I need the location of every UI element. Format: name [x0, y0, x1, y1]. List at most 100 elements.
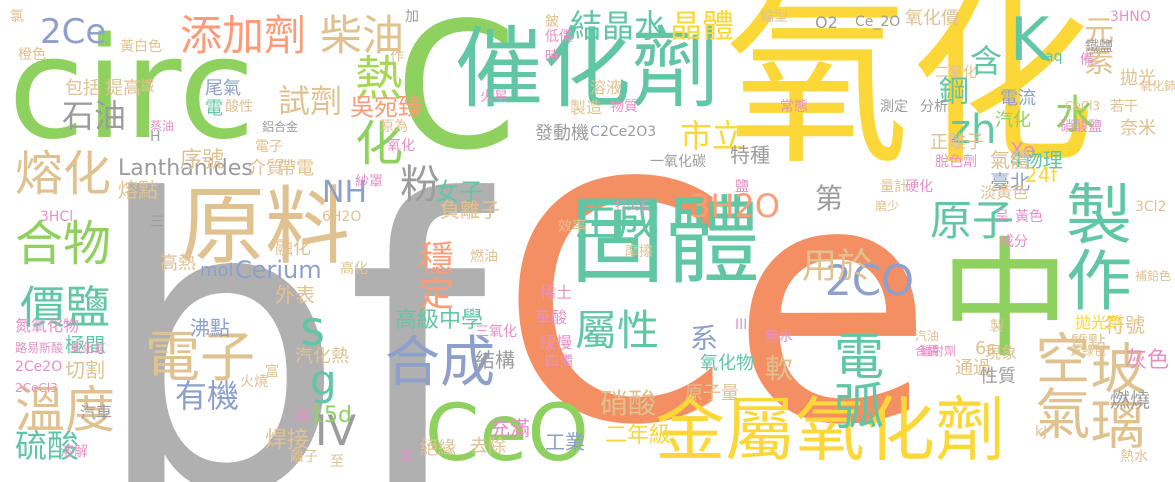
cloud-word: C [395, 0, 518, 189]
cloud-word: 熱水 [1120, 449, 1148, 465]
cloud-word: 溫度 [15, 381, 115, 439]
cloud-word: 4物理 [1010, 148, 1063, 172]
cloud-word: 金屬氧化劑 [655, 389, 1005, 471]
cloud-word: 四價 [545, 354, 573, 370]
cloud-word: Xe [1010, 138, 1036, 162]
cloud-word: 現象 [985, 343, 1018, 362]
cloud-word: 3HNO [1110, 9, 1151, 25]
cloud-word: 原子 [930, 196, 1015, 245]
cloud-word: 備 [1080, 52, 1094, 68]
cloud-word: 合價 [915, 344, 940, 358]
cloud-word: 切割 [65, 358, 105, 382]
cloud-word: 軟 [765, 352, 794, 385]
cloud-word: 2CO [825, 256, 915, 305]
cloud-word: 三氧化 [475, 324, 517, 340]
cloud-word: 結構 [475, 348, 515, 372]
cloud-word: 3Cl2 [1135, 199, 1167, 215]
cloud-word: 蒸油 [150, 119, 175, 133]
cloud-word: CeCl3 [1065, 99, 1101, 113]
cloud-word: 穩定 [413, 240, 453, 310]
cloud-word: 熔化 [15, 146, 112, 202]
cloud-word: 特種 [730, 143, 770, 167]
cloud-word: 一氧化碳 [650, 154, 706, 170]
cloud-word: 兩 [295, 409, 309, 425]
cloud-word: 作 [390, 49, 404, 65]
cloud-word: IV [315, 406, 357, 455]
cloud-word: 3HCl [40, 209, 74, 225]
cloud-word: 有機 [175, 377, 240, 415]
cloud-word: 分析 [920, 99, 948, 115]
cloud-word: mol [200, 260, 234, 281]
cloud-word: 原料 [180, 178, 351, 277]
cloud-word: 補鉛色 [1135, 269, 1172, 283]
cloud-word: circ [8, 8, 256, 171]
cloud-word: 正離子 [930, 132, 984, 153]
cloud-word: g [310, 356, 337, 405]
cloud-word: 量計 [880, 179, 908, 195]
cloud-word: 2Ce2O [15, 359, 63, 375]
cloud-word: 拋光 [1120, 68, 1156, 89]
cloud-word: 無水 [765, 329, 793, 345]
cloud-word: 氧化物 [700, 353, 754, 374]
cloud-word: 鋁合金 [262, 120, 299, 134]
cloud-word: 拋光劑 [1075, 313, 1124, 332]
cloud-word: 製作 [1055, 180, 1132, 312]
cloud-word: 汽化熱 [295, 346, 349, 367]
cloud-word: 24f [1025, 163, 1058, 187]
cloud-word: 充滿 [490, 416, 530, 440]
cloud-word: 氮氧化物 [15, 316, 80, 335]
cloud-word: 第 [815, 182, 844, 215]
cloud-word: 生成 [575, 196, 660, 245]
cloud-word: O2 [815, 13, 838, 32]
cloud-word: 原為 [380, 119, 408, 135]
cloud-word: 2Ce [40, 12, 107, 52]
cloud-word: aq [1045, 49, 1063, 65]
cloud-word: 電 [205, 98, 223, 119]
cloud-word: 製造 [570, 98, 603, 117]
cloud-word: 成分 [1000, 234, 1028, 250]
cloud-word: 臺北 [990, 170, 1030, 194]
cloud-word: 合成 [385, 330, 496, 394]
cloud-word: 結晶水 [570, 7, 667, 45]
cloud-word: NH [322, 175, 367, 210]
cloud-word: 硬化 [905, 179, 933, 195]
cloud-word: 女子 [435, 178, 483, 206]
cloud-word: 黃白色 [120, 39, 162, 55]
cloud-word: 中 [940, 224, 1071, 376]
cloud-word: 熔點 [118, 178, 158, 202]
cloud-word: CeO [425, 389, 589, 479]
cloud-word: 屬性 [575, 306, 660, 355]
cloud-word: 二氧化 [935, 65, 977, 81]
cloud-word: 高熱 [160, 253, 196, 274]
cloud-word: H [150, 129, 161, 145]
cloud-word: s [300, 301, 326, 357]
cloud-word: 鋼 [933, 75, 968, 105]
cloud-word: 輪型 [760, 9, 788, 25]
cloud-word: 奈米 [1120, 118, 1156, 139]
cloud-word: 氧化氫 [70, 341, 107, 355]
cloud-word: III [735, 317, 748, 333]
cloud-word: 粉 [400, 162, 440, 208]
cloud-word: 摩擦 [625, 244, 653, 260]
cloud-word: 固體 [570, 187, 761, 297]
cloud-word: 空氣 [1026, 330, 1090, 440]
cloud-word: 試劑 [278, 82, 343, 120]
cloud-word: 電弧 [826, 330, 884, 430]
cloud-word: 融化 [275, 238, 311, 259]
cloud-word: 鈹 [545, 14, 559, 30]
cloud-word: 合物 [15, 216, 112, 272]
cloud-word: 通過 [955, 358, 991, 379]
cloud-word: 2CeCl3 [15, 381, 58, 395]
cloud-word: 用於 [802, 247, 873, 287]
cloud-word: 市立 [680, 117, 745, 155]
cloud-word: 製 [990, 319, 1004, 335]
cloud-word: 水 [1055, 92, 1095, 138]
cloud-word: 淡黃色 [980, 183, 1029, 202]
cloud-word: 柴油 [320, 11, 405, 60]
cloud-word: 溶解 [60, 444, 88, 460]
cloud-word: 含 [970, 42, 1003, 80]
cloud-word: 燃油 [470, 249, 498, 265]
cloud-word: 常態 [780, 99, 808, 115]
cloud-word: 發動機 [535, 123, 589, 144]
